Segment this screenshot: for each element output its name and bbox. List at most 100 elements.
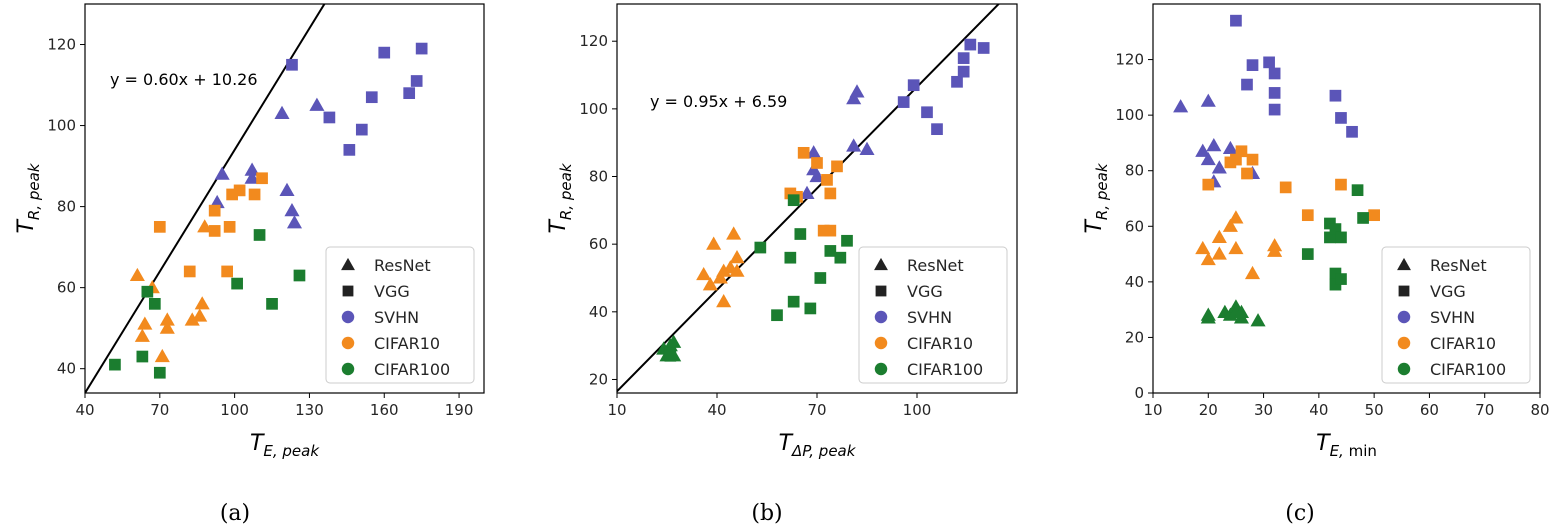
y-tick-label: 80: [589, 168, 608, 186]
legend-marker-resnet: [874, 257, 888, 271]
panel-b-legend: ResNet VGG SVHN CIFAR10 CIFAR100: [858, 246, 1008, 384]
legend-label-svhn: SVHN: [374, 308, 419, 327]
data-point-cifar10-vgg: [784, 187, 797, 200]
data-point-cifar100-resnet: [1233, 304, 1249, 318]
y-tick-label: 60: [1125, 217, 1144, 235]
legend-label-cifar10: CIFAR10: [374, 334, 440, 353]
data-point-svhn-vgg: [957, 65, 970, 78]
x-tick-label: 70: [807, 401, 826, 419]
y-tick-label: 80: [57, 198, 76, 216]
data-point-cifar10-resnet: [197, 219, 213, 233]
panel-a-legend: ResNet VGG SVHN CIFAR10 CIFAR100: [325, 246, 475, 384]
x-tick-label: 100: [220, 401, 249, 419]
data-point-cifar10-resnet: [702, 277, 718, 291]
data-point-cifar10-vgg: [153, 221, 166, 233]
data-point-cifar100-vgg: [1301, 248, 1314, 260]
data-point-svhn-vgg: [1268, 67, 1281, 80]
data-point-cifar100-vgg: [109, 358, 121, 371]
data-point-cifar10-vgg: [811, 157, 823, 169]
data-point-svhn-vgg: [951, 75, 963, 88]
data-point-cifar10-vgg: [817, 224, 830, 237]
data-point-cifar10-vgg: [1235, 145, 1248, 158]
data-point-cifar10-vgg: [1279, 181, 1292, 194]
data-point-cifar100-vgg: [784, 251, 797, 264]
y-tick-label: 40: [57, 360, 76, 378]
data-point-cifar10-resnet: [729, 263, 745, 277]
data-point-svhn-vgg: [957, 52, 970, 64]
data-point-cifar100-vgg: [794, 228, 807, 240]
data-point-cifar100-vgg: [754, 241, 767, 254]
legend-marker-cifar10: [874, 336, 888, 350]
panel-b-xlabel: TΔP, peak: [779, 431, 857, 460]
data-point-svhn-resnet: [244, 162, 260, 176]
data-point-cifar10-vgg: [1301, 209, 1314, 222]
legend-box: [325, 246, 475, 384]
x-tick-label: 40: [75, 401, 94, 419]
data-point-svhn-resnet: [846, 91, 862, 105]
legend-marker-svhn: [1397, 310, 1411, 324]
data-point-cifar10-resnet: [192, 308, 208, 322]
data-point-svhn-resnet: [799, 185, 815, 199]
data-point-svhn-vgg: [410, 75, 423, 87]
legend-label-cifar10: CIFAR10: [1430, 334, 1496, 353]
data-point-svhn-vgg: [921, 106, 933, 119]
data-point-cifar10-vgg: [223, 221, 236, 233]
legend-marker-cifar10: [1397, 336, 1411, 350]
data-point-cifar100-vgg: [293, 269, 306, 282]
legend-label-svhn: SVHN: [907, 308, 952, 327]
data-point-cifar10-resnet: [729, 250, 745, 264]
panel-c-frame: [1152, 3, 1541, 394]
data-point-cifar100-vgg: [834, 251, 847, 264]
data-point-svhn-resnet: [806, 145, 822, 159]
data-point-cifar10-vgg: [824, 187, 837, 200]
y-tick-label: 120: [579, 32, 608, 50]
y-tick-label: 0: [1134, 384, 1144, 402]
data-point-svhn-vgg: [1268, 103, 1281, 116]
data-point-cifar100-vgg: [787, 194, 800, 207]
data-point-svhn-resnet: [1200, 93, 1216, 107]
fit-line: [617, 4, 1001, 393]
data-point-cifar10-resnet: [712, 270, 728, 284]
x-tick-label: 40: [707, 401, 726, 419]
data-point-cifar10-vgg: [831, 160, 843, 173]
data-point-cifar10-vgg: [226, 188, 238, 201]
y-tick-label: 60: [589, 235, 608, 253]
data-point-cifar100-resnet: [1200, 307, 1216, 321]
data-point-cifar10-vgg: [1368, 209, 1380, 222]
x-tick-label: 40: [1309, 401, 1328, 419]
y-tick-label: 80: [1125, 162, 1144, 180]
data-point-cifar100-vgg: [1335, 231, 1347, 244]
data-point-cifar100-resnet: [666, 334, 682, 348]
data-point-cifar10-resnet: [154, 348, 170, 363]
data-point-cifar100-vgg: [771, 309, 783, 322]
legend-marker-vgg: [1398, 285, 1410, 297]
panel-a-frame: [84, 3, 485, 394]
data-point-cifar10-resnet: [137, 316, 153, 330]
data-point-svhn-resnet: [284, 202, 300, 217]
y-tick-label: 40: [1125, 273, 1144, 291]
data-point-cifar10-resnet: [1211, 246, 1227, 260]
y-tick-label: 100: [47, 117, 76, 135]
y-tick-label: 20: [1125, 328, 1144, 346]
x-tick-label: 70: [150, 401, 169, 419]
y-tick-label: 20: [589, 370, 608, 388]
data-point-cifar10-resnet: [1222, 218, 1238, 232]
data-point-cifar10-vgg: [221, 265, 233, 278]
x-tick-label: 100: [903, 401, 932, 419]
legend-marker-cifar10: [341, 336, 355, 350]
legend-marker-vgg: [875, 285, 887, 297]
data-point-svhn-resnet: [214, 166, 230, 180]
data-point-svhn-resnet: [309, 97, 325, 111]
data-point-cifar10-vgg: [208, 225, 221, 237]
data-point-cifar100-vgg: [814, 272, 827, 284]
data-point-cifar10-resnet: [194, 296, 210, 310]
x-tick-label: 190: [445, 401, 474, 419]
panel-a-xlabel: TE, peak: [250, 431, 320, 460]
data-point-cifar100-vgg: [231, 277, 243, 290]
data-point-svhn-resnet: [286, 215, 303, 229]
data-point-cifar10-resnet: [696, 266, 712, 281]
data-point-svhn-vgg: [1241, 78, 1253, 91]
data-point-svhn-vgg: [1230, 14, 1242, 27]
data-point-svhn-resnet: [846, 138, 862, 152]
data-point-cifar10-resnet: [159, 312, 175, 326]
